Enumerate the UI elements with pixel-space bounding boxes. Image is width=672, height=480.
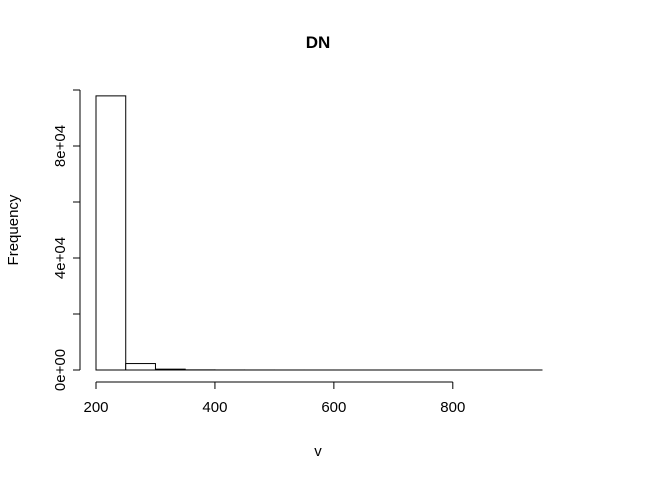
chart-title: DN xyxy=(306,33,331,52)
x-tick-label-2: 600 xyxy=(321,399,346,416)
y-axis-title: Frequency xyxy=(5,194,22,265)
histogram-bar-1 xyxy=(125,363,156,371)
y-tick-label-4: 8e+04 xyxy=(52,125,69,167)
histogram-bar-2 xyxy=(154,368,186,371)
x-tick-label-1: 400 xyxy=(202,399,227,416)
histogram-bar-0 xyxy=(95,95,127,371)
y-tick-label-2: 4e+04 xyxy=(52,237,69,279)
y-tick-label-0: 0e+00 xyxy=(52,349,69,391)
x-axis-title: v xyxy=(314,443,322,460)
bars-group xyxy=(95,95,543,371)
y-axis: 0e+00 4e+04 8e+04 xyxy=(52,89,81,391)
x-axis: 200 400 600 800 xyxy=(83,381,465,416)
x-tick-label-3: 800 xyxy=(440,399,465,416)
x-tick-label-0: 200 xyxy=(83,399,108,416)
